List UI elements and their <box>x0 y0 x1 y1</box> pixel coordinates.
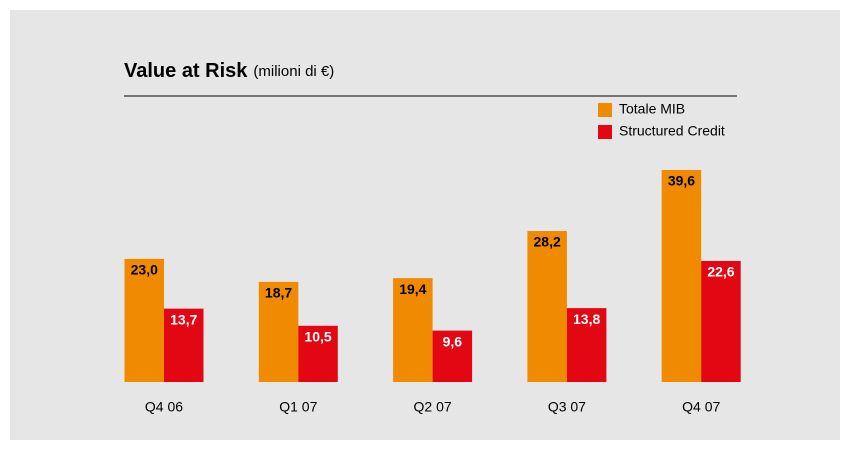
legend-swatch <box>598 125 612 139</box>
x-tick-label: Q1 07 <box>279 399 317 415</box>
legend-label: Totale MIB <box>619 101 685 117</box>
value-label: 19,4 <box>399 281 426 297</box>
value-label: 28,2 <box>534 234 561 250</box>
value-label: 9,6 <box>443 333 463 349</box>
bar <box>527 231 567 382</box>
value-label: 13,7 <box>170 311 197 327</box>
x-tick-label: Q4 06 <box>145 399 183 415</box>
bar <box>566 308 607 382</box>
x-tick-label: Q2 07 <box>414 399 452 415</box>
chart-title: Value at Risk (milioni di €) <box>124 60 334 82</box>
value-label: 39,6 <box>668 173 695 189</box>
bar <box>432 330 473 382</box>
subtitle: (milioni di €) <box>253 63 334 80</box>
value-label: 22,6 <box>707 264 734 280</box>
value-label: 13,8 <box>573 311 600 327</box>
bar <box>298 325 338 382</box>
value-label: 10,5 <box>304 328 331 344</box>
value-label: 18,7 <box>265 285 292 301</box>
bar <box>701 261 741 382</box>
bar <box>124 258 164 382</box>
bar <box>258 281 299 382</box>
bar <box>661 170 702 382</box>
title: Value at Risk <box>124 60 248 82</box>
bar <box>164 308 204 382</box>
bar <box>393 278 433 382</box>
x-tick-label: Q3 07 <box>548 399 586 415</box>
x-tick-label: Q4 07 <box>682 399 720 415</box>
value-label: 23,0 <box>131 262 158 278</box>
legend-swatch <box>598 103 612 117</box>
legend-label: Structured Credit <box>619 123 725 139</box>
